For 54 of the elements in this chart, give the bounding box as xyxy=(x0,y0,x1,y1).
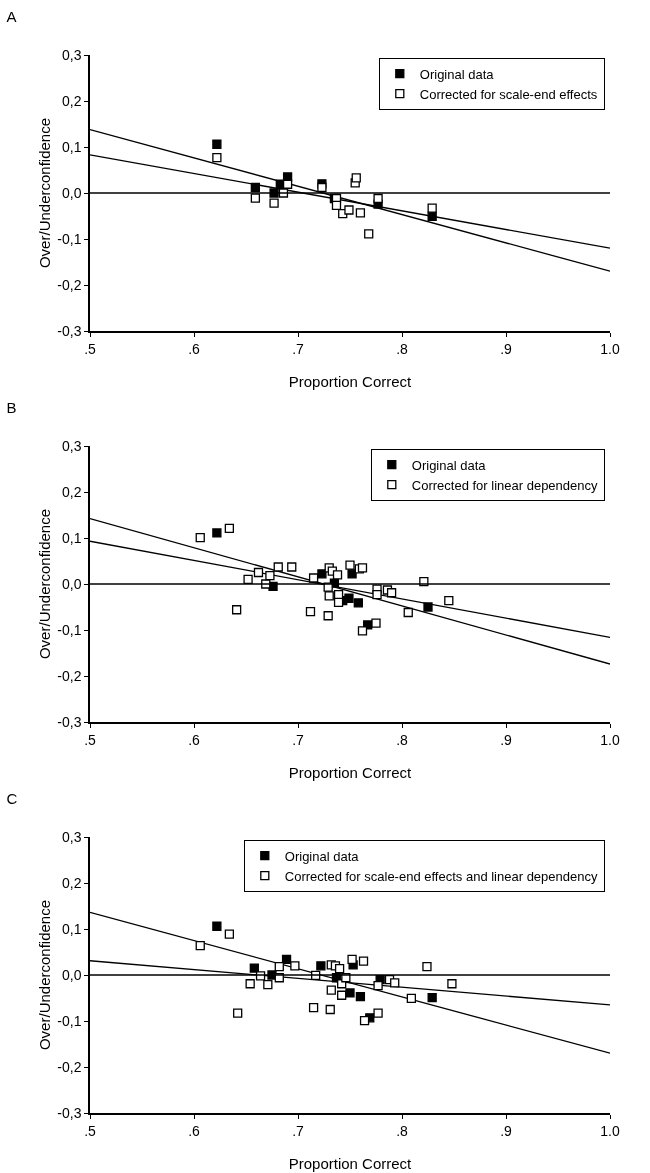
y-tick-label: -0,1 xyxy=(57,1012,82,1029)
y-tick-label: 0,2 xyxy=(61,92,82,109)
x-tick-label: 1.0 xyxy=(600,340,620,357)
x-tick-label: 1.0 xyxy=(600,731,620,748)
y-tick-label: 0,1 xyxy=(61,138,82,155)
legend-label: Original data xyxy=(419,66,495,82)
x-tick-label: .8 xyxy=(396,340,409,357)
y-axis-title: Over/Underconfidence xyxy=(35,117,53,269)
x-tick-label: .7 xyxy=(292,731,305,748)
x-tick-label: .9 xyxy=(500,1122,513,1139)
x-tick-label: 1.0 xyxy=(600,1122,620,1139)
x-axis-title: Proportion Correct xyxy=(288,372,413,390)
y-tick-label: -0,1 xyxy=(57,230,82,247)
y-tick-label: -0,2 xyxy=(57,1058,82,1075)
x-tick-label: .5 xyxy=(84,731,97,748)
x-tick-label: .6 xyxy=(188,340,201,357)
chart-title: A xyxy=(6,8,17,26)
y-axis-title: Over/Underconfidence xyxy=(35,508,53,660)
y-tick-label: -0,2 xyxy=(57,276,82,293)
x-tick-label: .8 xyxy=(396,1122,409,1139)
y-tick-label: 0,0 xyxy=(61,966,82,983)
legend-label: Corrected for scale-end effects and linear dependency xyxy=(284,868,598,884)
y-tick-label: 0,2 xyxy=(61,483,82,500)
x-axis-title: Proportion Correct xyxy=(288,763,413,781)
x-tick-label: .9 xyxy=(500,731,513,748)
x-tick-label: .7 xyxy=(292,1122,305,1139)
x-tick-label: .5 xyxy=(84,1122,97,1139)
y-tick-label: -0,1 xyxy=(57,621,82,638)
x-axis-title: Proportion Correct xyxy=(288,1154,413,1172)
x-tick-label: .7 xyxy=(292,340,305,357)
legend-label: Corrected for linear dependency xyxy=(411,477,599,493)
y-tick-label: 0,0 xyxy=(61,184,82,201)
y-tick-label: -0,3 xyxy=(57,322,82,339)
y-tick-label: -0,2 xyxy=(57,667,82,684)
x-tick-label: .6 xyxy=(188,1122,201,1139)
y-tick-label: 0,0 xyxy=(61,575,82,592)
chart-title: B xyxy=(6,399,17,417)
y-axis-title: Over/Underconfidence xyxy=(35,899,53,1051)
legend-label: Original data xyxy=(284,848,360,864)
y-tick-label: -0,3 xyxy=(57,713,82,730)
x-tick-label: .6 xyxy=(188,731,201,748)
y-tick-label: 0,2 xyxy=(61,874,82,891)
x-tick-label: .9 xyxy=(500,340,513,357)
x-tick-label: .8 xyxy=(396,731,409,748)
y-tick-label: 0,3 xyxy=(61,437,82,454)
legend-label: Original data xyxy=(411,457,487,473)
y-tick-label: 0,1 xyxy=(61,529,82,546)
y-tick-label: 0,3 xyxy=(61,828,82,845)
y-tick-label: -0,3 xyxy=(57,1104,82,1121)
chart-title: C xyxy=(6,790,18,808)
x-tick-label: .5 xyxy=(84,340,97,357)
legend-label: Corrected for scale-end effects xyxy=(419,86,598,102)
y-tick-label: 0,3 xyxy=(61,46,82,63)
y-tick-label: 0,1 xyxy=(61,920,82,937)
